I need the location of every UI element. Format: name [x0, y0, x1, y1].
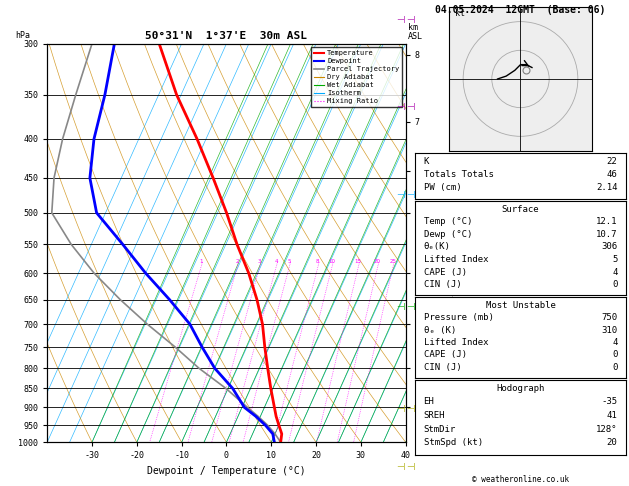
Text: 128°: 128° [596, 425, 618, 434]
Text: 12.1: 12.1 [596, 217, 618, 226]
Text: 10: 10 [328, 260, 335, 264]
Text: Mixing Ratio (g/kg): Mixing Ratio (g/kg) [452, 282, 459, 363]
Text: 20: 20 [607, 438, 618, 448]
Text: $\dashv\!\!\dashv$: $\dashv\!\!\dashv$ [396, 301, 416, 312]
Text: K: K [423, 156, 429, 166]
Text: CIN (J): CIN (J) [423, 280, 461, 289]
Text: SREH: SREH [423, 411, 445, 420]
Text: $\dashv\!\!\dashv$: $\dashv\!\!\dashv$ [396, 14, 416, 25]
Text: PW (cm): PW (cm) [423, 183, 461, 192]
Text: Totals Totals: Totals Totals [423, 170, 493, 179]
Text: CAPE (J): CAPE (J) [423, 350, 467, 360]
Text: 5: 5 [287, 260, 291, 264]
Text: 8: 8 [316, 260, 320, 264]
Text: 0: 0 [612, 280, 618, 289]
Text: kt: kt [455, 9, 465, 18]
Text: θₑ(K): θₑ(K) [423, 243, 450, 251]
Text: 0: 0 [612, 363, 618, 372]
Legend: Temperature, Dewpoint, Parcel Trajectory, Dry Adiabat, Wet Adiabat, Isotherm, Mi: Temperature, Dewpoint, Parcel Trajectory… [311, 47, 402, 107]
Text: 15: 15 [355, 260, 362, 264]
Text: 50°31'N  1°37'E  30m ASL: 50°31'N 1°37'E 30m ASL [145, 31, 308, 41]
Text: 3: 3 [258, 260, 261, 264]
Text: StmSpd (kt): StmSpd (kt) [423, 438, 482, 448]
Text: 04.05.2024  12GMT  (Base: 06): 04.05.2024 12GMT (Base: 06) [435, 5, 606, 15]
Text: 306: 306 [601, 243, 618, 251]
Text: 46: 46 [607, 170, 618, 179]
Text: 310: 310 [601, 326, 618, 335]
Text: 22: 22 [607, 156, 618, 166]
Text: EH: EH [423, 398, 434, 406]
Text: 1: 1 [199, 260, 203, 264]
Text: $\dashv\!\!\dashv$: $\dashv\!\!\dashv$ [396, 189, 416, 200]
Text: km
ASL: km ASL [408, 23, 423, 41]
Text: Hodograph: Hodograph [496, 383, 545, 393]
Text: Lifted Index: Lifted Index [423, 255, 488, 264]
Text: $\dashv\!\!\dashv$: $\dashv\!\!\dashv$ [396, 102, 416, 112]
Text: 41: 41 [607, 411, 618, 420]
Text: Most Unstable: Most Unstable [486, 301, 555, 310]
Text: $\dashv\!\!\dashv$: $\dashv\!\!\dashv$ [396, 461, 416, 472]
Text: 750: 750 [601, 313, 618, 323]
Text: $\dashv\!\!\dashv$: $\dashv\!\!\dashv$ [396, 403, 416, 414]
Text: Temp (°C): Temp (°C) [423, 217, 472, 226]
Text: © weatheronline.co.uk: © weatheronline.co.uk [472, 474, 569, 484]
Text: θₑ (K): θₑ (K) [423, 326, 456, 335]
Text: 0: 0 [612, 350, 618, 360]
Text: 4: 4 [612, 268, 618, 277]
Text: Lifted Index: Lifted Index [423, 338, 488, 347]
Text: hPa: hPa [15, 31, 30, 40]
Text: 10.7: 10.7 [596, 230, 618, 239]
Text: 2: 2 [235, 260, 239, 264]
Text: 4: 4 [612, 338, 618, 347]
Text: CAPE (J): CAPE (J) [423, 268, 467, 277]
Text: 2.14: 2.14 [596, 183, 618, 192]
Text: 20: 20 [374, 260, 381, 264]
Text: 4: 4 [274, 260, 278, 264]
Text: -35: -35 [601, 398, 618, 406]
Text: StmDir: StmDir [423, 425, 456, 434]
Text: LCL: LCL [416, 438, 430, 447]
X-axis label: Dewpoint / Temperature (°C): Dewpoint / Temperature (°C) [147, 466, 306, 476]
Text: CIN (J): CIN (J) [423, 363, 461, 372]
Text: 25: 25 [389, 260, 396, 264]
Text: Surface: Surface [502, 205, 539, 213]
Text: Dewp (°C): Dewp (°C) [423, 230, 472, 239]
Text: 5: 5 [612, 255, 618, 264]
Text: Pressure (mb): Pressure (mb) [423, 313, 493, 323]
